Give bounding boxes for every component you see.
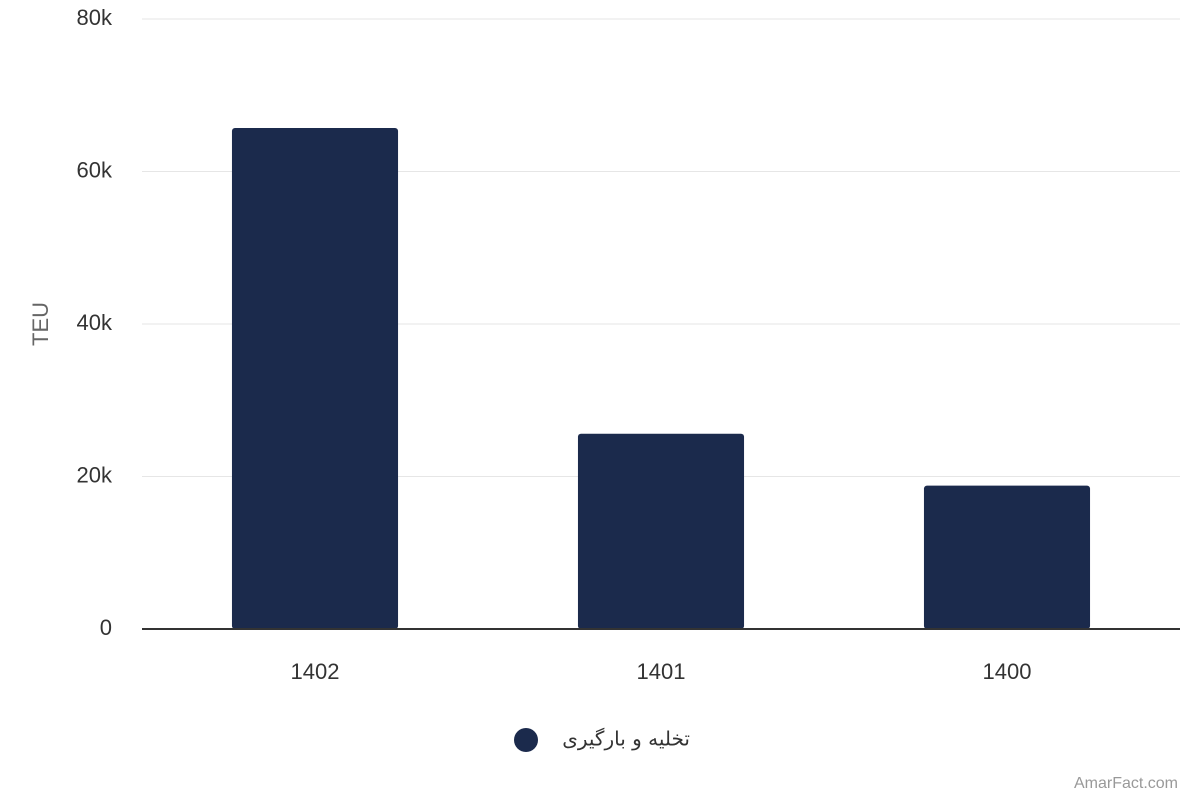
y-tick-label: 60k [77,157,113,182]
bar [577,433,745,629]
y-axis-label: TEU [28,302,53,346]
bar [923,485,1091,629]
bar [231,128,399,629]
x-tick-label: 1400 [983,659,1032,684]
legend-label[interactable]: تخلیه و بارگیری [562,727,690,751]
x-tick-label: 1402 [291,659,340,684]
x-tick-label: 1401 [637,659,686,684]
y-tick-label: 80k [77,5,113,30]
legend-marker[interactable] [514,728,538,752]
credit[interactable]: AmarFact.com [1074,775,1178,792]
y-tick-label: 20k [77,462,113,487]
y-tick-label: 40k [77,310,113,335]
y-tick-label: 0 [100,615,112,640]
